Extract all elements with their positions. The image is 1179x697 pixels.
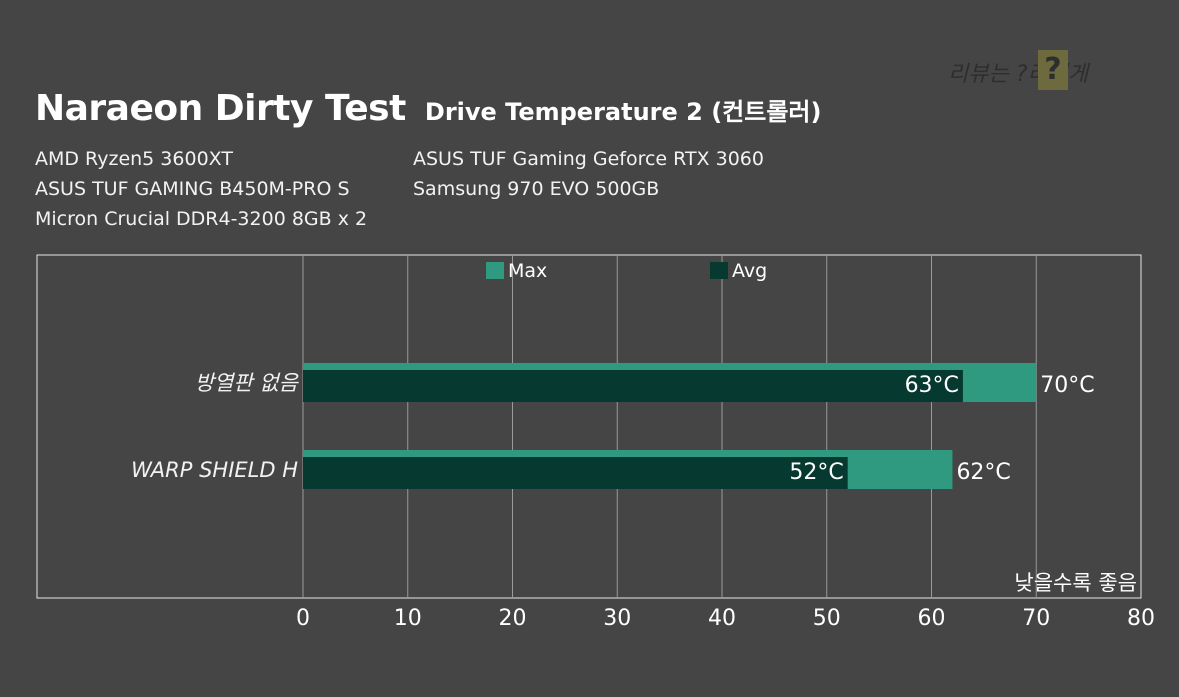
x-tick-label: 80: [1127, 606, 1155, 631]
x-tick-label: 30: [603, 606, 631, 631]
data-label-max: 62°C: [956, 460, 1010, 485]
x-tick-label: 0: [296, 606, 310, 631]
x-tick-label: 10: [394, 606, 422, 631]
x-tick-label: 40: [708, 606, 736, 631]
spec-cpu: AMD Ryzen5 3600XT: [35, 148, 233, 170]
page-title: Naraeon Dirty Test: [35, 88, 406, 129]
legend-label-max: Max: [508, 260, 547, 282]
x-tick-label: 60: [918, 606, 946, 631]
chart-subtitle: Drive Temperature 2 (컨트롤러): [424, 98, 822, 126]
x-tick-label: 50: [813, 606, 841, 631]
data-label-avg: 63°C: [905, 373, 959, 398]
bar-avg: [303, 457, 848, 489]
category-label: WARP SHIELD H: [131, 458, 298, 482]
bar-avg: [303, 370, 963, 402]
legend-swatch-max: [486, 262, 504, 279]
spec-memory: Micron Crucial DDR4-3200 8GB x 2: [35, 208, 368, 230]
x-tick-label: 20: [499, 606, 527, 631]
spec-storage: Samsung 970 EVO 500GB: [413, 178, 660, 200]
watermark-badge: ?: [1038, 50, 1068, 90]
legend-swatch-avg: [710, 262, 728, 279]
plot-frame: [36, 254, 1142, 599]
spec-gpu: ASUS TUF Gaming Geforce RTX 3060: [413, 148, 764, 170]
legend-label-avg: Avg: [732, 260, 767, 282]
chart-title-row: Naraeon Dirty Test Drive Temperature 2 (…: [35, 88, 821, 129]
chart-annotation: 낮을수록 좋음: [1014, 571, 1137, 595]
data-label-avg: 52°C: [789, 460, 843, 485]
category-label: 방열판 없음: [195, 371, 300, 395]
spec-motherboard: ASUS TUF GAMING B450M-PRO S: [35, 178, 350, 200]
x-tick-label: 70: [1022, 606, 1050, 631]
data-label-max: 70°C: [1040, 373, 1094, 398]
